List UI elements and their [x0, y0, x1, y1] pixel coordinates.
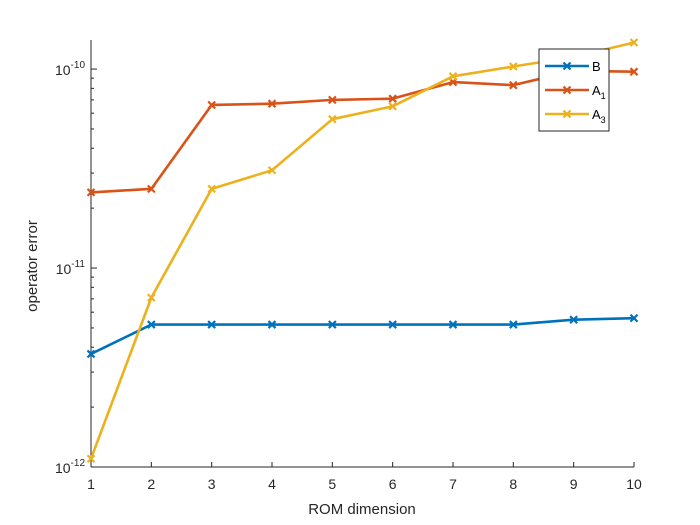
series-a1-point [388, 94, 397, 103]
legend-label: A3 [592, 107, 606, 125]
series-b-point [629, 313, 639, 323]
series-a1-point [629, 67, 639, 76]
legend-label: A1 [592, 83, 606, 101]
series-b-point [267, 320, 277, 329]
series-a3-point [509, 62, 518, 71]
legend-item-a1: A1 [545, 83, 606, 101]
series-b-point [147, 320, 156, 329]
x-tick-label: 10 [626, 476, 642, 492]
series-b-point [207, 320, 216, 329]
legend-swatch-marker [562, 85, 572, 95]
series-a3-point [147, 293, 156, 302]
legend-label: B [592, 59, 601, 74]
series-b-line [90, 316, 635, 356]
x-tick-label: 5 [328, 476, 336, 492]
series-a1-point [207, 100, 216, 110]
x-tick-label: 9 [570, 476, 578, 492]
y-tick-label: 10-12 [55, 458, 85, 476]
x-tick-label: 6 [389, 476, 397, 492]
x-tick-label: 1 [87, 476, 95, 492]
y-tick-label: 10-11 [56, 259, 86, 277]
series-a3-point [328, 114, 337, 124]
legend-swatch-marker [562, 109, 572, 119]
series-b-point [509, 320, 518, 329]
series-a1-point [86, 188, 96, 197]
series-a3-point [448, 72, 458, 81]
x-tick-label: 3 [208, 476, 216, 492]
series-a1-point [328, 95, 337, 105]
series-a1-point [147, 184, 156, 194]
legend: B A1 A3 [538, 48, 610, 132]
x-tick-label: 2 [147, 476, 155, 492]
series-a3-point [388, 102, 397, 111]
y-axis-label: operator error [24, 220, 41, 312]
legend-item-a3: A3 [545, 107, 606, 125]
series-b-point [328, 320, 337, 329]
series-b-point [388, 320, 397, 329]
series-a3-point [629, 38, 639, 47]
series-b [86, 313, 639, 359]
legend-swatch-marker [562, 61, 572, 71]
x-tick-label: 8 [509, 476, 517, 492]
series-a3-point [86, 454, 96, 464]
x-tick-label: 4 [268, 476, 276, 492]
series-b-point [569, 315, 578, 324]
series-b-point [448, 320, 458, 329]
x-tick-label: 7 [449, 476, 457, 492]
series-a1-point [509, 80, 518, 90]
series-b-point [86, 349, 96, 359]
y-tick-label: 10-10 [55, 60, 85, 78]
series-a3-point [267, 165, 277, 175]
x-axis-label: ROM dimension [308, 501, 416, 518]
series-a1-point [267, 99, 277, 108]
legend-item-b: B [545, 59, 601, 74]
series-a3-point [207, 184, 216, 194]
